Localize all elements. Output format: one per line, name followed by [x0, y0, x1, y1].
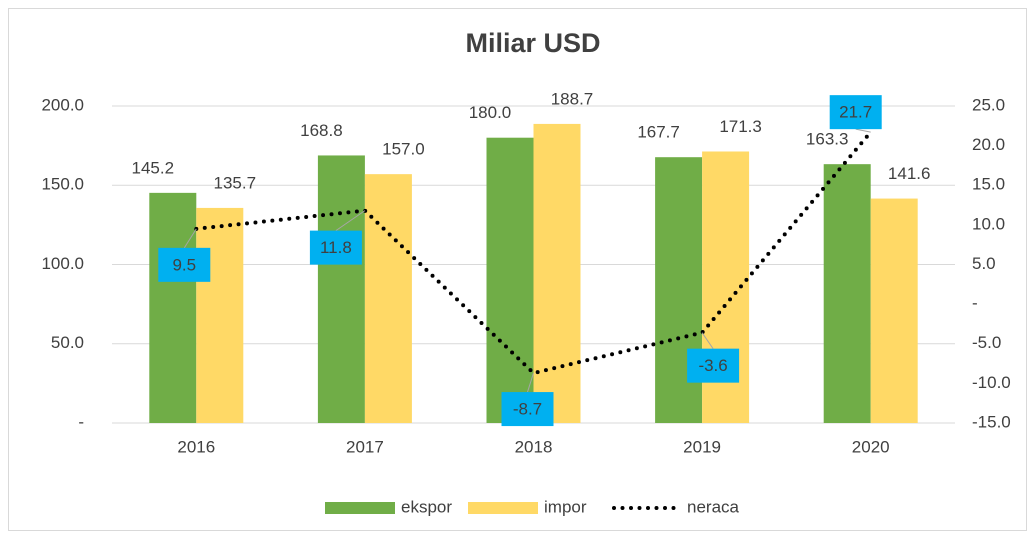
leader-line [855, 128, 871, 133]
bar [196, 207, 244, 423]
legend-label: impor [544, 497, 587, 516]
value-label-box [158, 247, 211, 282]
y2-tick-label: -15.0 [972, 412, 1011, 431]
bar-value-label: 163.3 [806, 130, 849, 149]
bar-value-label: 141.6 [888, 164, 931, 183]
bar-value-label: 171.3 [719, 117, 762, 136]
bar [364, 174, 412, 423]
bar-value-label: 168.8 [300, 121, 343, 140]
bar-value-label: 157.0 [382, 140, 425, 159]
legend-swatch [468, 502, 538, 514]
bar [823, 164, 871, 423]
chart-title: Miliar USD [465, 28, 600, 58]
x-tick-label: 2018 [515, 437, 553, 456]
bar [486, 137, 534, 423]
y-tick-label: 200.0 [41, 95, 84, 114]
y2-tick-label: - [972, 294, 978, 313]
value-label-box [501, 392, 554, 427]
legend-swatch [325, 502, 395, 514]
bar-value-label: 167.7 [637, 123, 680, 142]
value-label-box [687, 348, 740, 383]
line-series [194, 130, 873, 376]
bar [317, 155, 365, 423]
value-label-box [829, 95, 882, 130]
y2-tick-label: -5.0 [972, 333, 1001, 352]
x-tick-label: 2016 [177, 437, 215, 456]
line-value-label: 9.5 [172, 255, 196, 274]
value-label-box [309, 230, 362, 265]
bar [149, 192, 197, 423]
bar [870, 198, 918, 423]
bar-value-label: 135.7 [214, 173, 257, 192]
y2-tick-label: -10.0 [972, 373, 1011, 392]
line-value-label: -3.6 [698, 356, 727, 375]
bar-value-label: 188.7 [551, 89, 594, 108]
bar [533, 123, 581, 424]
x-tick-label: 2020 [852, 437, 890, 456]
legend-label: neraca [687, 497, 740, 516]
bar-value-label: 145.2 [132, 158, 175, 177]
y-tick-label: 150.0 [41, 175, 84, 194]
y2-tick-label: 5.0 [972, 254, 996, 273]
y2-tick-label: 20.0 [972, 135, 1005, 154]
leader-line [701, 332, 714, 349]
leader-line [335, 210, 366, 232]
bar-value-label: 180.0 [469, 103, 512, 122]
y2-tick-label: 25.0 [972, 95, 1005, 114]
y-tick-label: 50.0 [51, 333, 84, 352]
y-tick-label: - [78, 412, 84, 431]
line-value-label: -8.7 [513, 400, 542, 419]
line-value-label: 11.8 [320, 238, 352, 257]
bar [655, 157, 703, 423]
y-tick-label: 100.0 [41, 254, 84, 273]
legend-label: ekspor [401, 497, 452, 516]
leader-line [183, 228, 197, 249]
y2-tick-label: 15.0 [972, 175, 1005, 194]
x-tick-label: 2019 [683, 437, 721, 456]
line-value-label: 21.7 [839, 103, 872, 122]
leader-line [527, 372, 534, 393]
y2-tick-label: 10.0 [972, 214, 1005, 233]
x-tick-label: 2017 [346, 437, 384, 456]
